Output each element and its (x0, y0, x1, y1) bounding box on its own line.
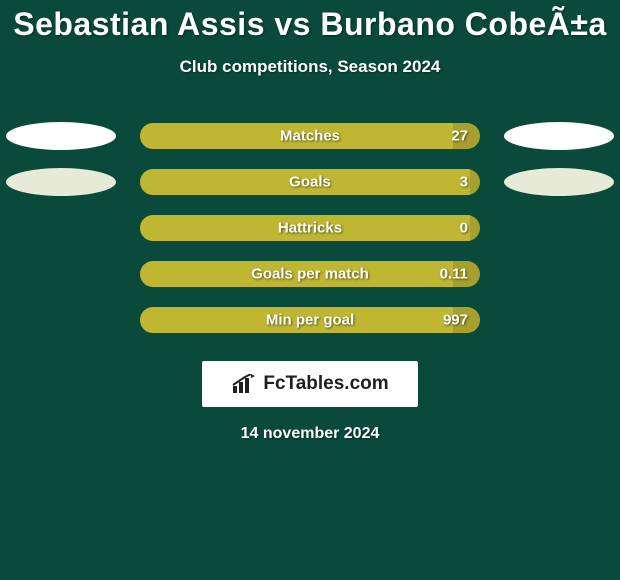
page: Sebastian Assis vs Burbano CobeÃ±a Club … (0, 0, 620, 580)
source-badge-text: FcTables.com (263, 373, 388, 395)
left-ellipse (6, 168, 116, 196)
left-ellipse (6, 122, 116, 150)
stat-row: Matches27 (0, 113, 620, 159)
bar-value: 0 (460, 220, 468, 237)
bar-value: 0.11 (440, 266, 468, 283)
bar-label: Min per goal (140, 312, 480, 329)
bar-label: Matches (140, 128, 480, 145)
source-badge: FcTables.com (202, 361, 418, 407)
stat-row: Hattricks0 (0, 205, 620, 251)
stat-row: Goals per match0.11 (0, 251, 620, 297)
bar-track: Hattricks0 (140, 215, 480, 241)
bar-label: Goals per match (140, 266, 480, 283)
bar-label: Hattricks (140, 220, 480, 237)
footer-date: 14 november 2024 (0, 425, 620, 443)
bar-value: 3 (460, 174, 468, 191)
chart-icon (231, 374, 257, 394)
bar-value: 997 (443, 312, 468, 329)
bar-track: Matches27 (140, 123, 480, 149)
stat-row: Min per goal997 (0, 297, 620, 343)
comparison-chart: Matches27 Goals3 Hattricks0 Goals per match… (0, 113, 620, 343)
right-ellipse (504, 122, 614, 150)
bar-track: Goals per match0.11 (140, 261, 480, 287)
stat-row: Goals3 (0, 159, 620, 205)
bar-value: 27 (451, 128, 468, 145)
right-ellipse (504, 168, 614, 196)
bar-label: Goals (140, 174, 480, 191)
bar-track: Goals3 (140, 169, 480, 195)
bar-track: Min per goal997 (140, 307, 480, 333)
page-title: Sebastian Assis vs Burbano CobeÃ±a (0, 0, 620, 43)
page-subtitle: Club competitions, Season 2024 (0, 57, 620, 77)
